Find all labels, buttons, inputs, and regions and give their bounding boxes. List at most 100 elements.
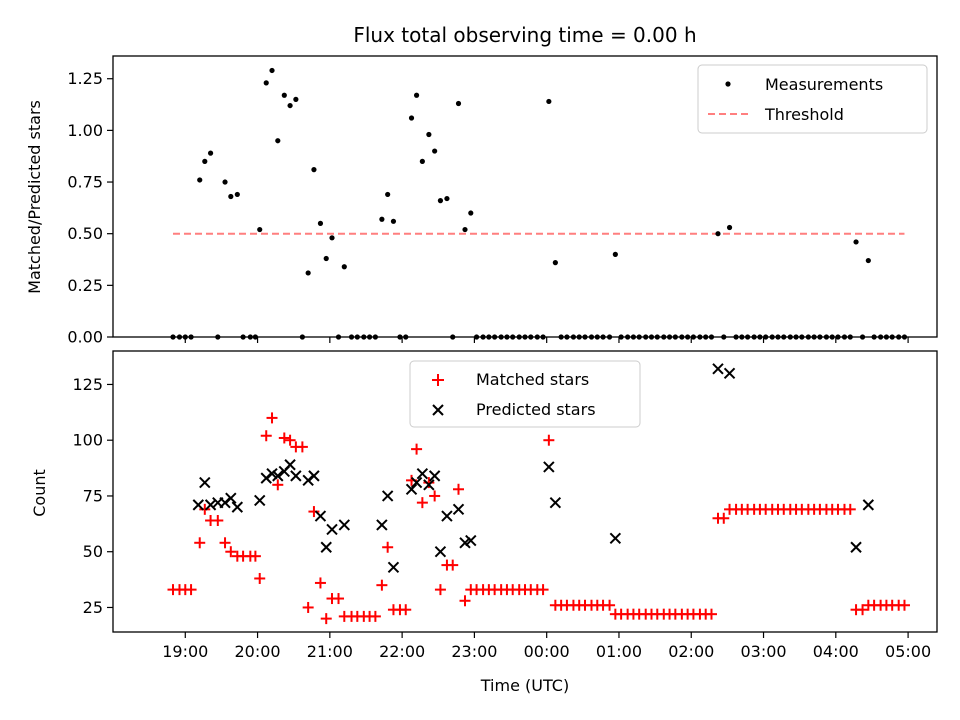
measurement-point bbox=[462, 226, 468, 233]
bottom-x-tick-label: 23:00 bbox=[451, 642, 497, 661]
measurement-point bbox=[432, 148, 438, 154]
predicted-star-point bbox=[862, 499, 875, 511]
top-legend: Measurements Threshold bbox=[697, 64, 928, 134]
bottom-y-tick-label: 125 bbox=[72, 375, 103, 394]
predicted-star-point bbox=[434, 546, 447, 558]
measurement-point bbox=[715, 231, 721, 237]
top-legend-box bbox=[697, 64, 928, 134]
top-y-axis: 0.00 0.25 0.50 0.75 1.00 1.25 bbox=[67, 69, 113, 347]
matched-star-point bbox=[333, 593, 345, 605]
predicted-star-point bbox=[423, 479, 435, 491]
bottom-x-axis-label: Time (UTC) bbox=[480, 676, 569, 695]
measurement-point bbox=[311, 167, 317, 173]
matched-star-point bbox=[212, 514, 224, 526]
bottom-panel: Count Time (UTC) 25 50 75 100 125 19:00 20:00… bbox=[30, 350, 938, 695]
predicted-star-point bbox=[320, 541, 332, 553]
matched-star-point bbox=[543, 434, 555, 446]
measurement-point bbox=[269, 67, 275, 74]
top-y-tick-label: 1.00 bbox=[67, 121, 103, 140]
matched-star-point bbox=[194, 537, 206, 549]
bottom-y-axis-label: Count bbox=[30, 469, 49, 517]
measurement-point bbox=[385, 191, 391, 198]
matched-star-point bbox=[537, 584, 549, 596]
matched-star-point bbox=[284, 434, 296, 446]
predicted-star-point bbox=[225, 492, 237, 504]
bottom-legend-box bbox=[409, 360, 641, 428]
matched-star-point bbox=[604, 599, 616, 611]
matched-star-point bbox=[423, 477, 435, 489]
measurement-point bbox=[323, 255, 329, 262]
measurement-point bbox=[228, 193, 234, 200]
top-axes-frame bbox=[112, 55, 938, 338]
measurement-point bbox=[287, 102, 293, 109]
predicted-star-point bbox=[326, 523, 338, 536]
matched-star-point bbox=[249, 550, 261, 562]
measurement-point bbox=[317, 220, 324, 226]
matched-star-point bbox=[278, 432, 290, 444]
measurement-point bbox=[419, 158, 425, 164]
bottom-legend: Matched stars Predicted stars bbox=[409, 360, 641, 428]
measurement-point bbox=[305, 270, 311, 276]
measurement-point bbox=[263, 80, 269, 86]
top-y-tick-label: 1.25 bbox=[67, 69, 103, 88]
legend-predicted-marker bbox=[432, 404, 444, 416]
measurement-point bbox=[426, 131, 432, 138]
legend-measurements-marker bbox=[725, 81, 731, 87]
bottom-y-tick-label: 75 bbox=[83, 486, 103, 505]
measurement-point bbox=[455, 100, 462, 107]
predicted-star-point bbox=[290, 470, 302, 482]
predicted-star-point bbox=[387, 561, 400, 574]
bottom-x-tick-label: 01:00 bbox=[596, 642, 642, 661]
bottom-x-tick-label: 05:00 bbox=[885, 642, 931, 661]
matched-star-point bbox=[459, 595, 471, 607]
measurement-point bbox=[552, 260, 558, 266]
matched-star-point bbox=[199, 503, 211, 515]
bottom-y-axis: 25 50 75 100 125 bbox=[72, 375, 113, 617]
measurement-point bbox=[379, 216, 385, 222]
legend-matched-marker bbox=[432, 374, 444, 386]
measurement-point bbox=[275, 138, 281, 144]
matched-star-point bbox=[705, 608, 717, 620]
top-panel: Flux total observing time = 0.00 h Match… bbox=[25, 23, 938, 347]
predicted-star-point bbox=[338, 519, 351, 531]
matched-star-point bbox=[219, 537, 231, 549]
matched-star-point bbox=[314, 577, 326, 589]
predicted-star-point bbox=[199, 476, 211, 489]
bottom-y-tick-label: 100 bbox=[72, 431, 103, 450]
bottom-x-tick-label: 03:00 bbox=[740, 642, 786, 661]
predicted-star-point bbox=[712, 363, 724, 375]
matched-star-point bbox=[272, 479, 284, 491]
measurement-point bbox=[408, 115, 415, 121]
measurement-point bbox=[222, 179, 228, 185]
measurement-point bbox=[468, 210, 474, 216]
bottom-x-axis: 19:00 20:00 21:00 22:00 23:00 00:00 01:00 02:00… bbox=[162, 632, 931, 661]
matched-star-point bbox=[302, 601, 314, 613]
matched-star-point bbox=[308, 506, 320, 518]
matched-star-point bbox=[254, 572, 266, 584]
measurement-point bbox=[865, 257, 871, 264]
measurement-point bbox=[444, 195, 450, 202]
measurement-point bbox=[202, 158, 208, 164]
predicted-star-point bbox=[723, 367, 736, 380]
top-y-tick-label: 0.00 bbox=[67, 328, 103, 347]
matched-star-point bbox=[434, 584, 446, 596]
top-y-tick-label: 0.75 bbox=[67, 173, 103, 192]
bottom-x-tick-label: 04:00 bbox=[813, 642, 859, 661]
measurement-point bbox=[413, 92, 420, 98]
measurement-point bbox=[612, 251, 618, 257]
matched-star-point bbox=[857, 604, 869, 616]
matched-star-point bbox=[369, 610, 381, 622]
top-plot-area bbox=[170, 67, 908, 340]
predicted-star-point bbox=[308, 470, 320, 482]
bottom-x-tick-label: 21:00 bbox=[307, 642, 353, 661]
bottom-y-tick-label: 50 bbox=[83, 542, 103, 561]
bottom-y-tick-label: 25 bbox=[83, 598, 103, 617]
measurement-point bbox=[853, 239, 859, 245]
predicted-star-point bbox=[609, 532, 622, 545]
bottom-x-tick-label: 02:00 bbox=[668, 642, 714, 661]
predicted-star-point bbox=[376, 519, 388, 531]
predicted-star-point bbox=[850, 541, 862, 553]
legend-measurements-label: Measurements bbox=[765, 75, 883, 94]
legend-threshold-label: Threshold bbox=[764, 105, 844, 124]
